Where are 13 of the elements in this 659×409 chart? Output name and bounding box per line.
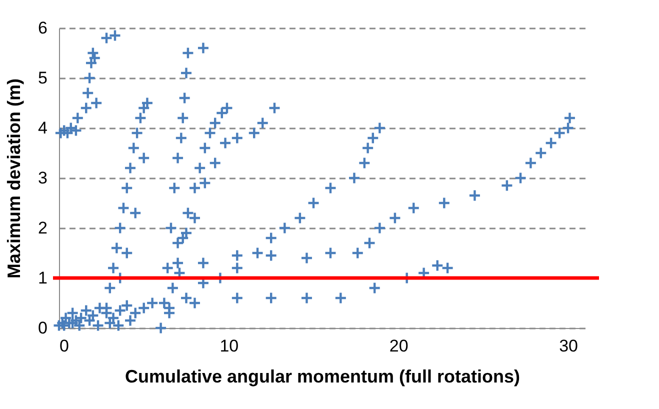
x-axis-title: Cumulative angular momentum (full rotations) [124, 366, 520, 386]
y-tick-label: 6 [38, 18, 48, 38]
y-tick-label: 2 [38, 218, 48, 238]
y-tick-label: 4 [38, 118, 48, 138]
y-tick-label: 0 [38, 318, 48, 338]
y-tick-label: 5 [38, 68, 48, 88]
y-axis-title: Maximum deviation (m) [4, 78, 24, 279]
x-tick-label: 0 [60, 336, 69, 356]
y-tick-label: 3 [38, 168, 48, 188]
x-tick-label: 20 [389, 336, 408, 356]
x-tick-label: 10 [220, 336, 239, 356]
x-tick-label: 30 [559, 336, 578, 356]
y-tick-label: 1 [38, 268, 48, 288]
